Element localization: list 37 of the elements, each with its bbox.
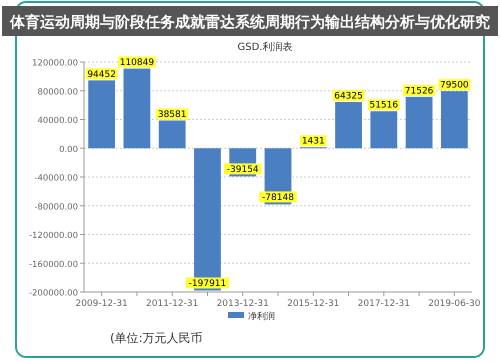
x-tick-label: 2009-12-31 [75, 299, 128, 309]
x-tick-label: 2011-12-31 [146, 299, 198, 309]
bar [335, 102, 362, 148]
bar [124, 68, 150, 148]
bar [88, 80, 116, 148]
data-label: 51516 [370, 100, 398, 111]
data-label: 94452 [87, 70, 116, 80]
y-tick-label: -200000.00 [28, 288, 78, 298]
x-tick-label: 2017-12-31 [358, 299, 410, 309]
bar [406, 96, 432, 148]
bar [440, 91, 468, 148]
x-tick-label: 2015-12-31 [287, 299, 340, 309]
data-label: 110849 [120, 58, 154, 68]
data-label: -39154 [226, 164, 259, 175]
y-tick-label: 120000.00 [32, 58, 78, 68]
text: (单位:万元人民币 [110, 331, 203, 345]
bar [158, 120, 186, 148]
chart-subtitle: GSD.利润表 [238, 41, 292, 53]
legend-label: 净利润 [248, 311, 275, 322]
y-tick-label: 0.00 [59, 144, 78, 155]
y-tick-label: 80000.00 [37, 87, 78, 98]
y-tick-label: 40000.00 [37, 116, 78, 126]
data-label: -197911 [188, 279, 226, 289]
data-label: 1431 [302, 136, 325, 147]
data-label: 71526 [404, 86, 434, 96]
data-label: 38581 [158, 110, 186, 120]
x-tick-label: 2013-12-31 [216, 299, 269, 309]
x-tick-label: 2019-06-30 [428, 299, 481, 309]
y-tick-label: -80000.00 [34, 202, 78, 212]
y-tick-label: -40000.00 [34, 174, 78, 184]
y-tick-label: -160000.00 [28, 260, 78, 270]
chart-title: 体育运动周期与阶段任务成就雷达系统周期行为输出结构分析与优化研究 [9, 13, 490, 31]
data-label: -78148 [262, 192, 294, 203]
data-label: 79500 [440, 80, 469, 91]
y-tick-label: -120000.00 [28, 231, 78, 241]
data-label: 64325 [334, 92, 363, 102]
bar [370, 111, 398, 148]
